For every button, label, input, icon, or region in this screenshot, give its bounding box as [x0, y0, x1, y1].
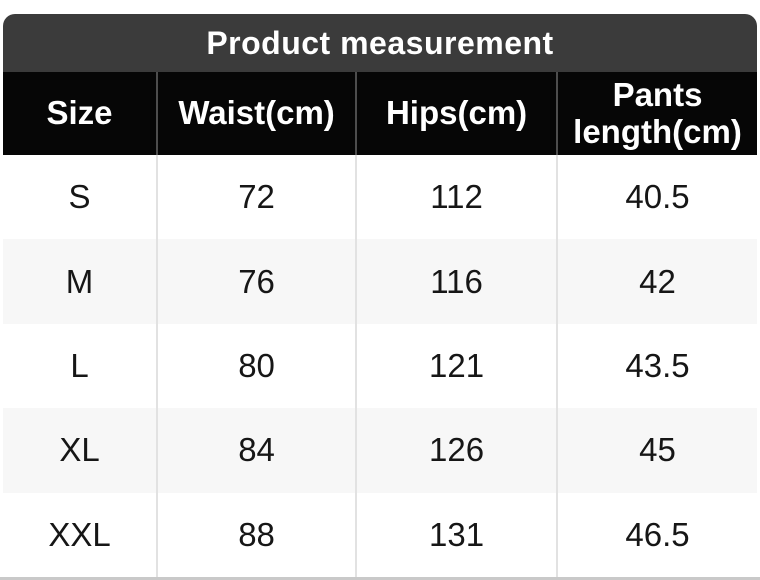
cell-waist: 84	[156, 408, 355, 493]
header-cell-hips: Hips(cm)	[355, 72, 556, 155]
cell-pants-length: 42	[556, 239, 757, 324]
cell-waist: 76	[156, 239, 355, 324]
cell-pants-length: 40.5	[556, 155, 757, 240]
product-measurement-table: Product measurement Size Waist(cm) Hips(…	[3, 14, 757, 577]
cell-hips: 131	[355, 492, 556, 577]
header-cell-waist: Waist(cm)	[156, 72, 355, 155]
table-row: XL 84 126 45	[3, 408, 757, 493]
cell-size: L	[70, 347, 89, 385]
table-title: Product measurement	[3, 14, 757, 72]
table-row: S 72 112 40.5	[3, 155, 757, 240]
cell-size: XXL	[48, 515, 111, 553]
cell-hips: 121	[355, 323, 556, 409]
cell-pants-length: 43.5	[556, 323, 757, 409]
header-cell-pants-length: Pants length(cm)	[556, 72, 757, 155]
cell-size: XL	[59, 431, 100, 469]
table-row: M 76 116 42	[3, 239, 757, 324]
table-body: S 72 112 40.5 M 76 116 42 L 80 121 43.5 …	[3, 155, 757, 577]
header-cell-size: Size	[46, 94, 113, 132]
cell-pants-length: 45	[556, 408, 757, 493]
cell-pants-length: 46.5	[556, 492, 757, 577]
table-header-row: Size Waist(cm) Hips(cm) Pants length(cm)	[3, 72, 757, 155]
cell-hips: 116	[355, 239, 556, 324]
bottom-border	[0, 577, 760, 580]
cell-hips: 126	[355, 408, 556, 493]
cell-size: S	[68, 178, 91, 216]
cell-hips: 112	[355, 155, 556, 240]
cell-waist: 80	[156, 323, 355, 409]
table-row: L 80 121 43.5	[3, 323, 757, 409]
cell-size: M	[65, 262, 94, 300]
cell-waist: 72	[156, 155, 355, 240]
cell-waist: 88	[156, 492, 355, 577]
table-row: XXL 88 131 46.5	[3, 492, 757, 577]
